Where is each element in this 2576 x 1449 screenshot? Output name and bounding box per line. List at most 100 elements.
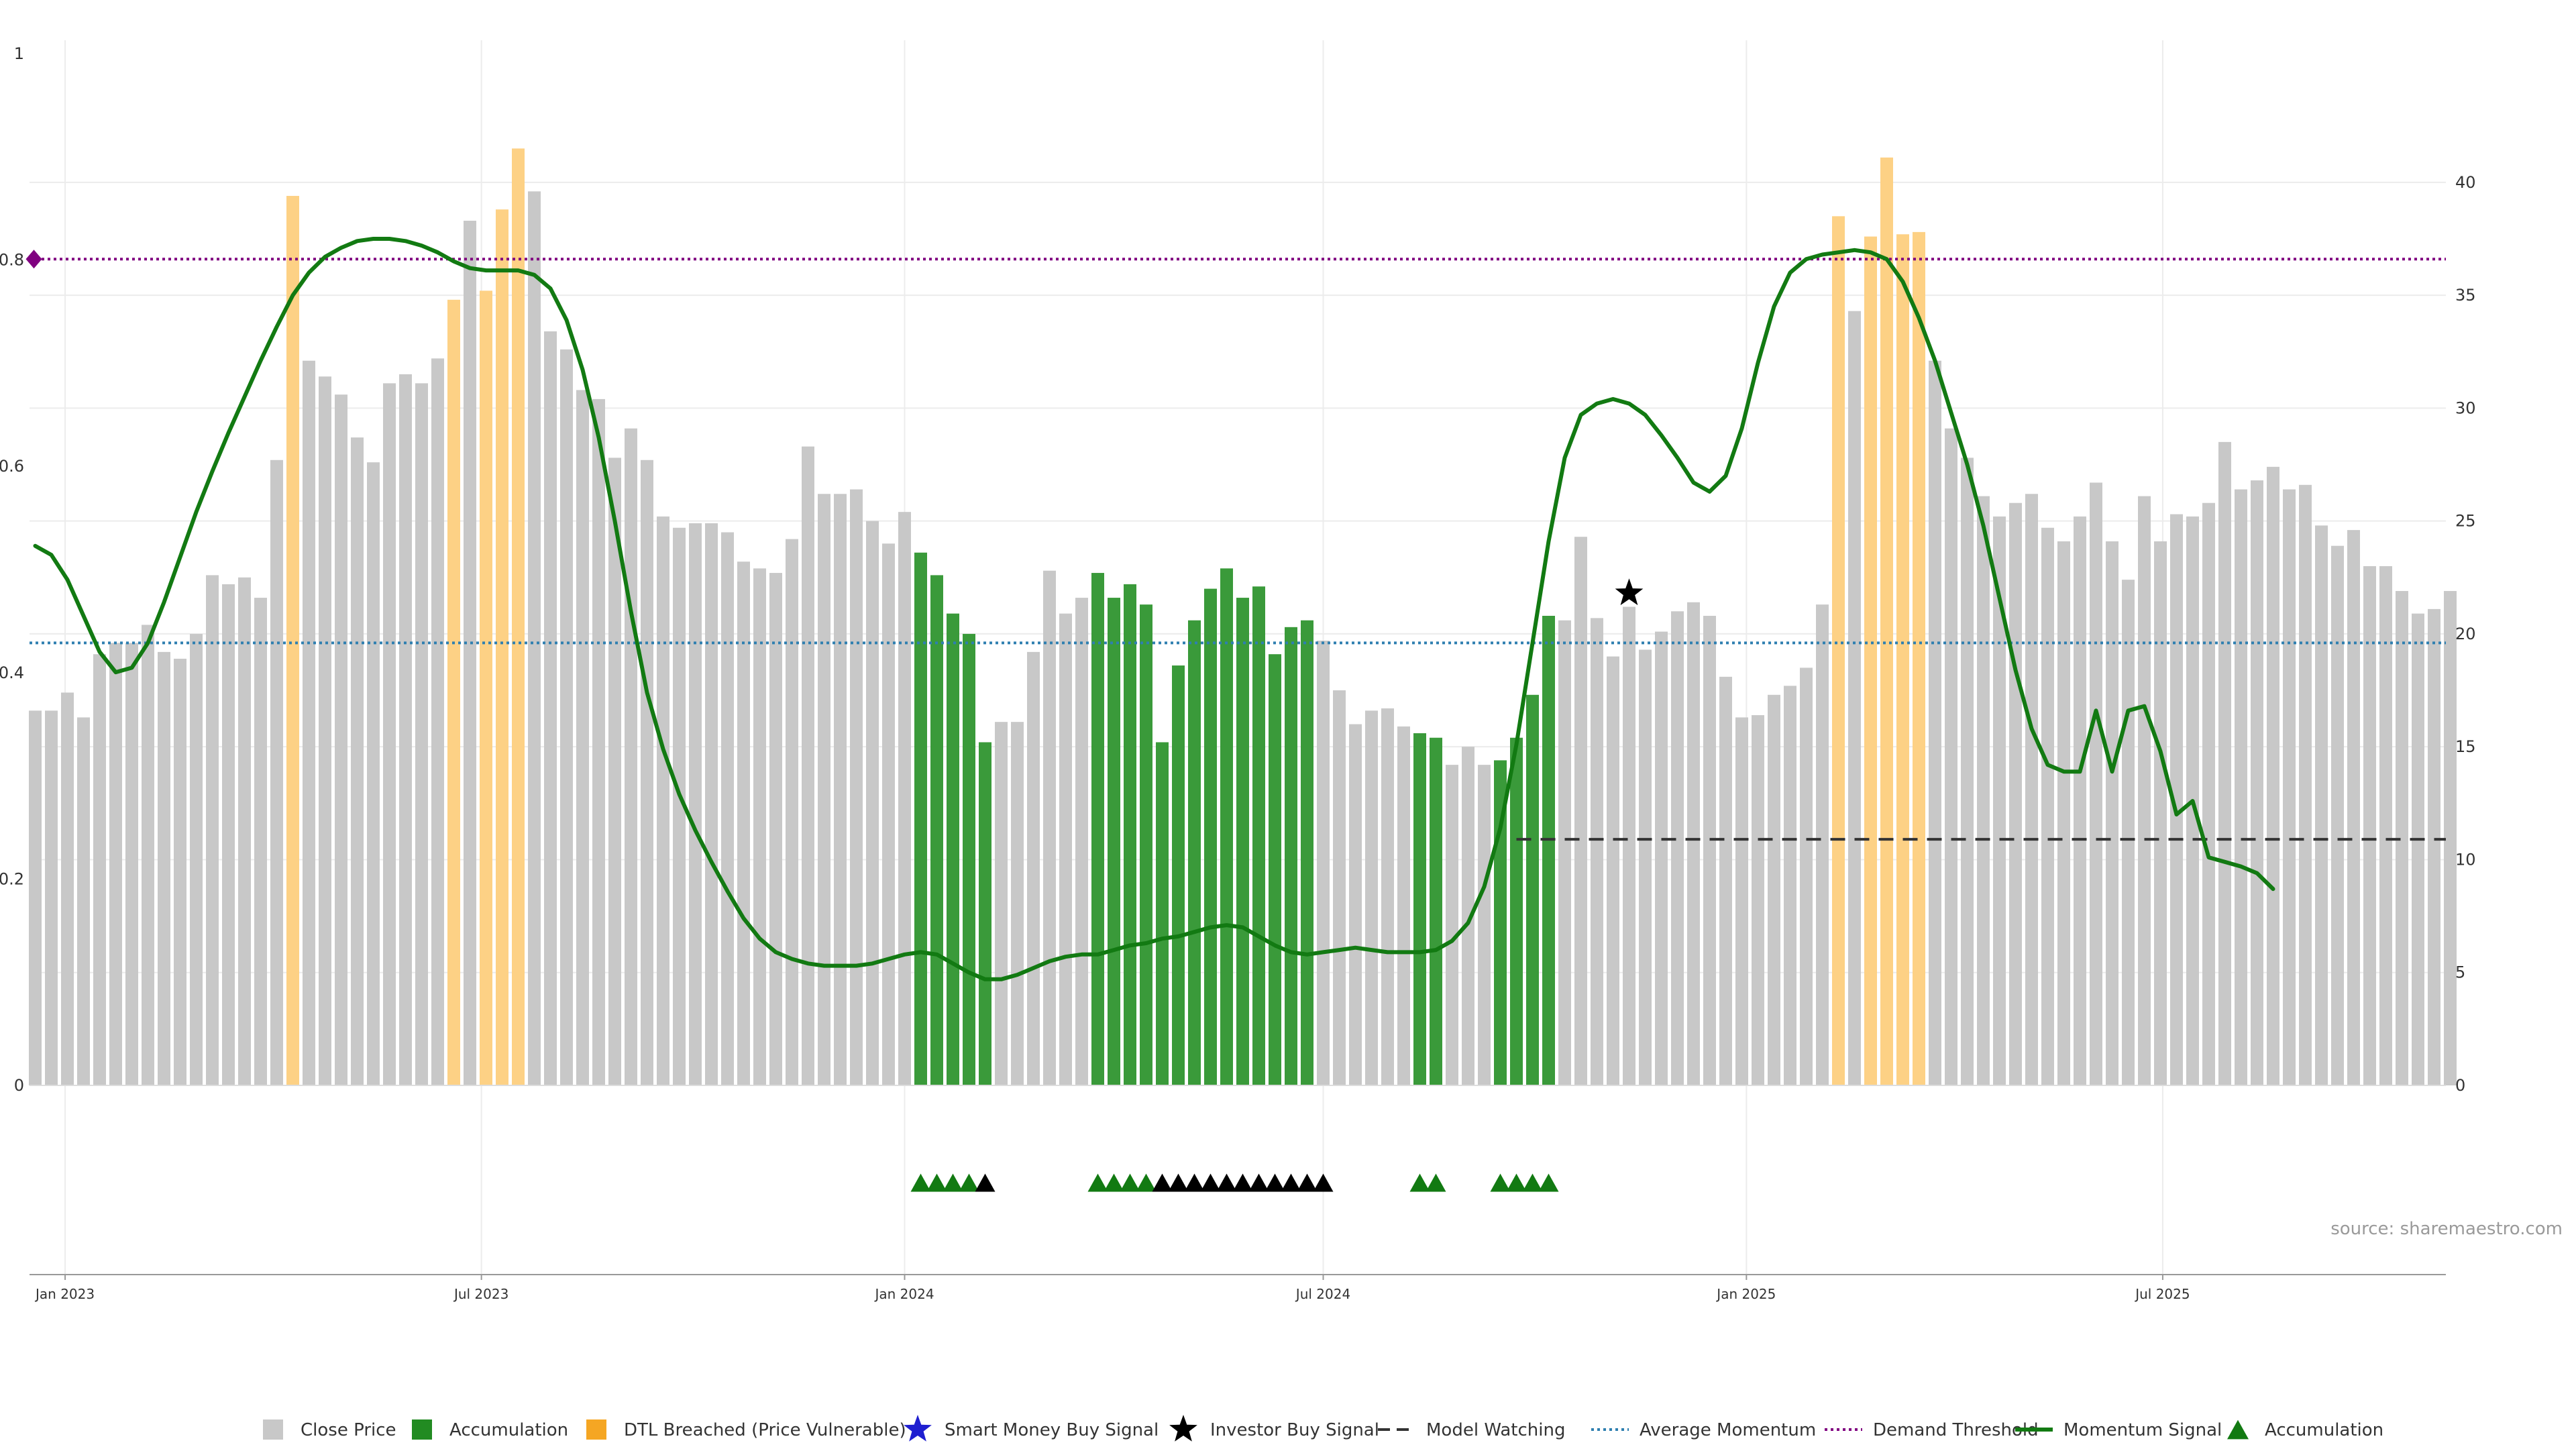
bar-dtl-breached [286,196,299,1086]
legend-item: Close Price [263,1419,396,1440]
left-axis-tick-label: 0.4 [0,663,24,682]
bar-close-price [1381,708,1394,1085]
price-bars [29,148,2457,1086]
legend-label: Model Watching [1426,1420,1565,1440]
bar-accumulation [1510,737,1523,1085]
bar-accumulation [1526,694,1539,1085]
bar-close-price [1639,649,1652,1085]
legend-swatch-triangle-icon [2227,1419,2249,1440]
bar-close-price [1800,667,1813,1085]
bar-dtl-breached [480,290,492,1085]
bar-close-price [222,584,235,1085]
bar-close-price [190,633,203,1085]
right-axis-tick-label: 20 [2455,625,2476,643]
bar-close-price [818,494,830,1085]
bar-close-price [1365,710,1378,1085]
bar-close-price [544,331,557,1085]
bar-accumulation [1140,604,1152,1085]
bar-close-price [995,722,1008,1085]
bar-close-price [769,573,782,1085]
bar-close-price [576,390,589,1086]
bar-close-price [2299,484,2312,1085]
legend-item: Average Momentum [1591,1420,1816,1440]
bar-accumulation [1091,573,1104,1085]
bar-close-price [705,523,718,1085]
bar-close-price [1043,570,1056,1085]
momentum-signal-line [33,237,2275,981]
investor-buy-triangle-marker [1281,1173,1301,1192]
bar-close-price [641,460,653,1085]
accumulation-triangle-marker [1506,1173,1527,1192]
bar-close-price [2235,489,2247,1085]
bar-close-price [415,383,428,1085]
legend-swatch-square [263,1419,283,1440]
bar-close-price [802,446,814,1085]
legend-item: Model Watching [1378,1420,1565,1440]
left-axis-tick-label: 0.8 [0,251,24,270]
bar-close-price [2202,502,2215,1085]
bar-close-price [1317,641,1330,1085]
bar-close-price [431,358,444,1086]
bar-close-price [1027,651,1040,1085]
bar-close-price [898,512,911,1085]
bar-accumulation [1156,742,1169,1085]
bar-dtl-breached [1864,236,1877,1085]
bar-accumulation [1220,568,1233,1085]
bar-dtl-breached [1880,157,1893,1086]
legend-label: Investor Buy Signal [1210,1420,1379,1440]
investor-buy-triangle-marker [1232,1173,1253,1192]
bar-close-price [2379,566,2392,1085]
bar-close-price [753,568,766,1085]
bar-close-price [351,437,364,1085]
bar-close-price [2347,530,2360,1085]
bar-close-price [2170,514,2183,1085]
accumulation-triangle-marker [1104,1173,1124,1192]
bar-close-price [2106,541,2118,1085]
legend-swatch-square [412,1419,432,1440]
investor-buy-triangle-marker [1265,1173,1285,1192]
signal-markers [25,250,1644,606]
right-axis-tick-label: 15 [2455,737,2476,756]
bar-close-price [1478,765,1491,1085]
bar-close-price [2428,608,2440,1085]
bar-close-price [2138,496,2151,1085]
bar-close-price [1752,715,1764,1085]
bar-close-price [93,654,106,1085]
bar-close-price [2315,525,2328,1085]
source-note: source: sharemaestro.com [2330,1219,2563,1239]
legend: Close Price Accumulation DTL Breached (Pri… [263,1415,2383,1442]
bar-accumulation [947,613,959,1085]
legend-swatch-star-icon [904,1415,932,1442]
accumulation-triangle-marker [1490,1173,1511,1192]
bar-close-price [254,598,267,1085]
investor-buy-triangle-marker [975,1173,996,1192]
bar-dtl-breached [496,209,508,1085]
bar-close-price [1075,598,1088,1085]
bar-close-price [335,394,347,1085]
bar-accumulation [979,742,991,1085]
bar-close-price [270,460,283,1085]
legend-item: DTL Breached (Price Vulnerable) [586,1419,906,1440]
legend-label: Smart Money Buy Signal [945,1420,1159,1440]
investor-buy-triangle-marker [1200,1173,1221,1192]
accumulation-triangle-marker [926,1173,947,1192]
right-axis-tick-label: 10 [2455,850,2476,869]
legend-label: Momentum Signal [2063,1420,2222,1440]
bar-accumulation [1252,586,1265,1085]
bar-close-price [866,521,879,1085]
legend-swatch-square [586,1419,606,1440]
bar-close-price [1397,726,1410,1085]
legend-item: Demand Threshold [1825,1420,2039,1440]
bar-close-price [560,349,573,1086]
bar-close-price [1703,615,1716,1085]
bar-dtl-breached [1896,234,1909,1085]
legend-label: Demand Threshold [1873,1420,2039,1440]
bar-close-price [1719,676,1732,1085]
bar-close-price [1961,458,1974,1085]
bar-accumulation [963,633,975,1085]
bar-accumulation [1124,584,1136,1085]
accumulation-triangle-marker [1522,1173,1543,1192]
bar-close-price [1687,602,1700,1085]
bar-close-price [125,643,138,1085]
bar-dtl-breached [512,148,525,1086]
